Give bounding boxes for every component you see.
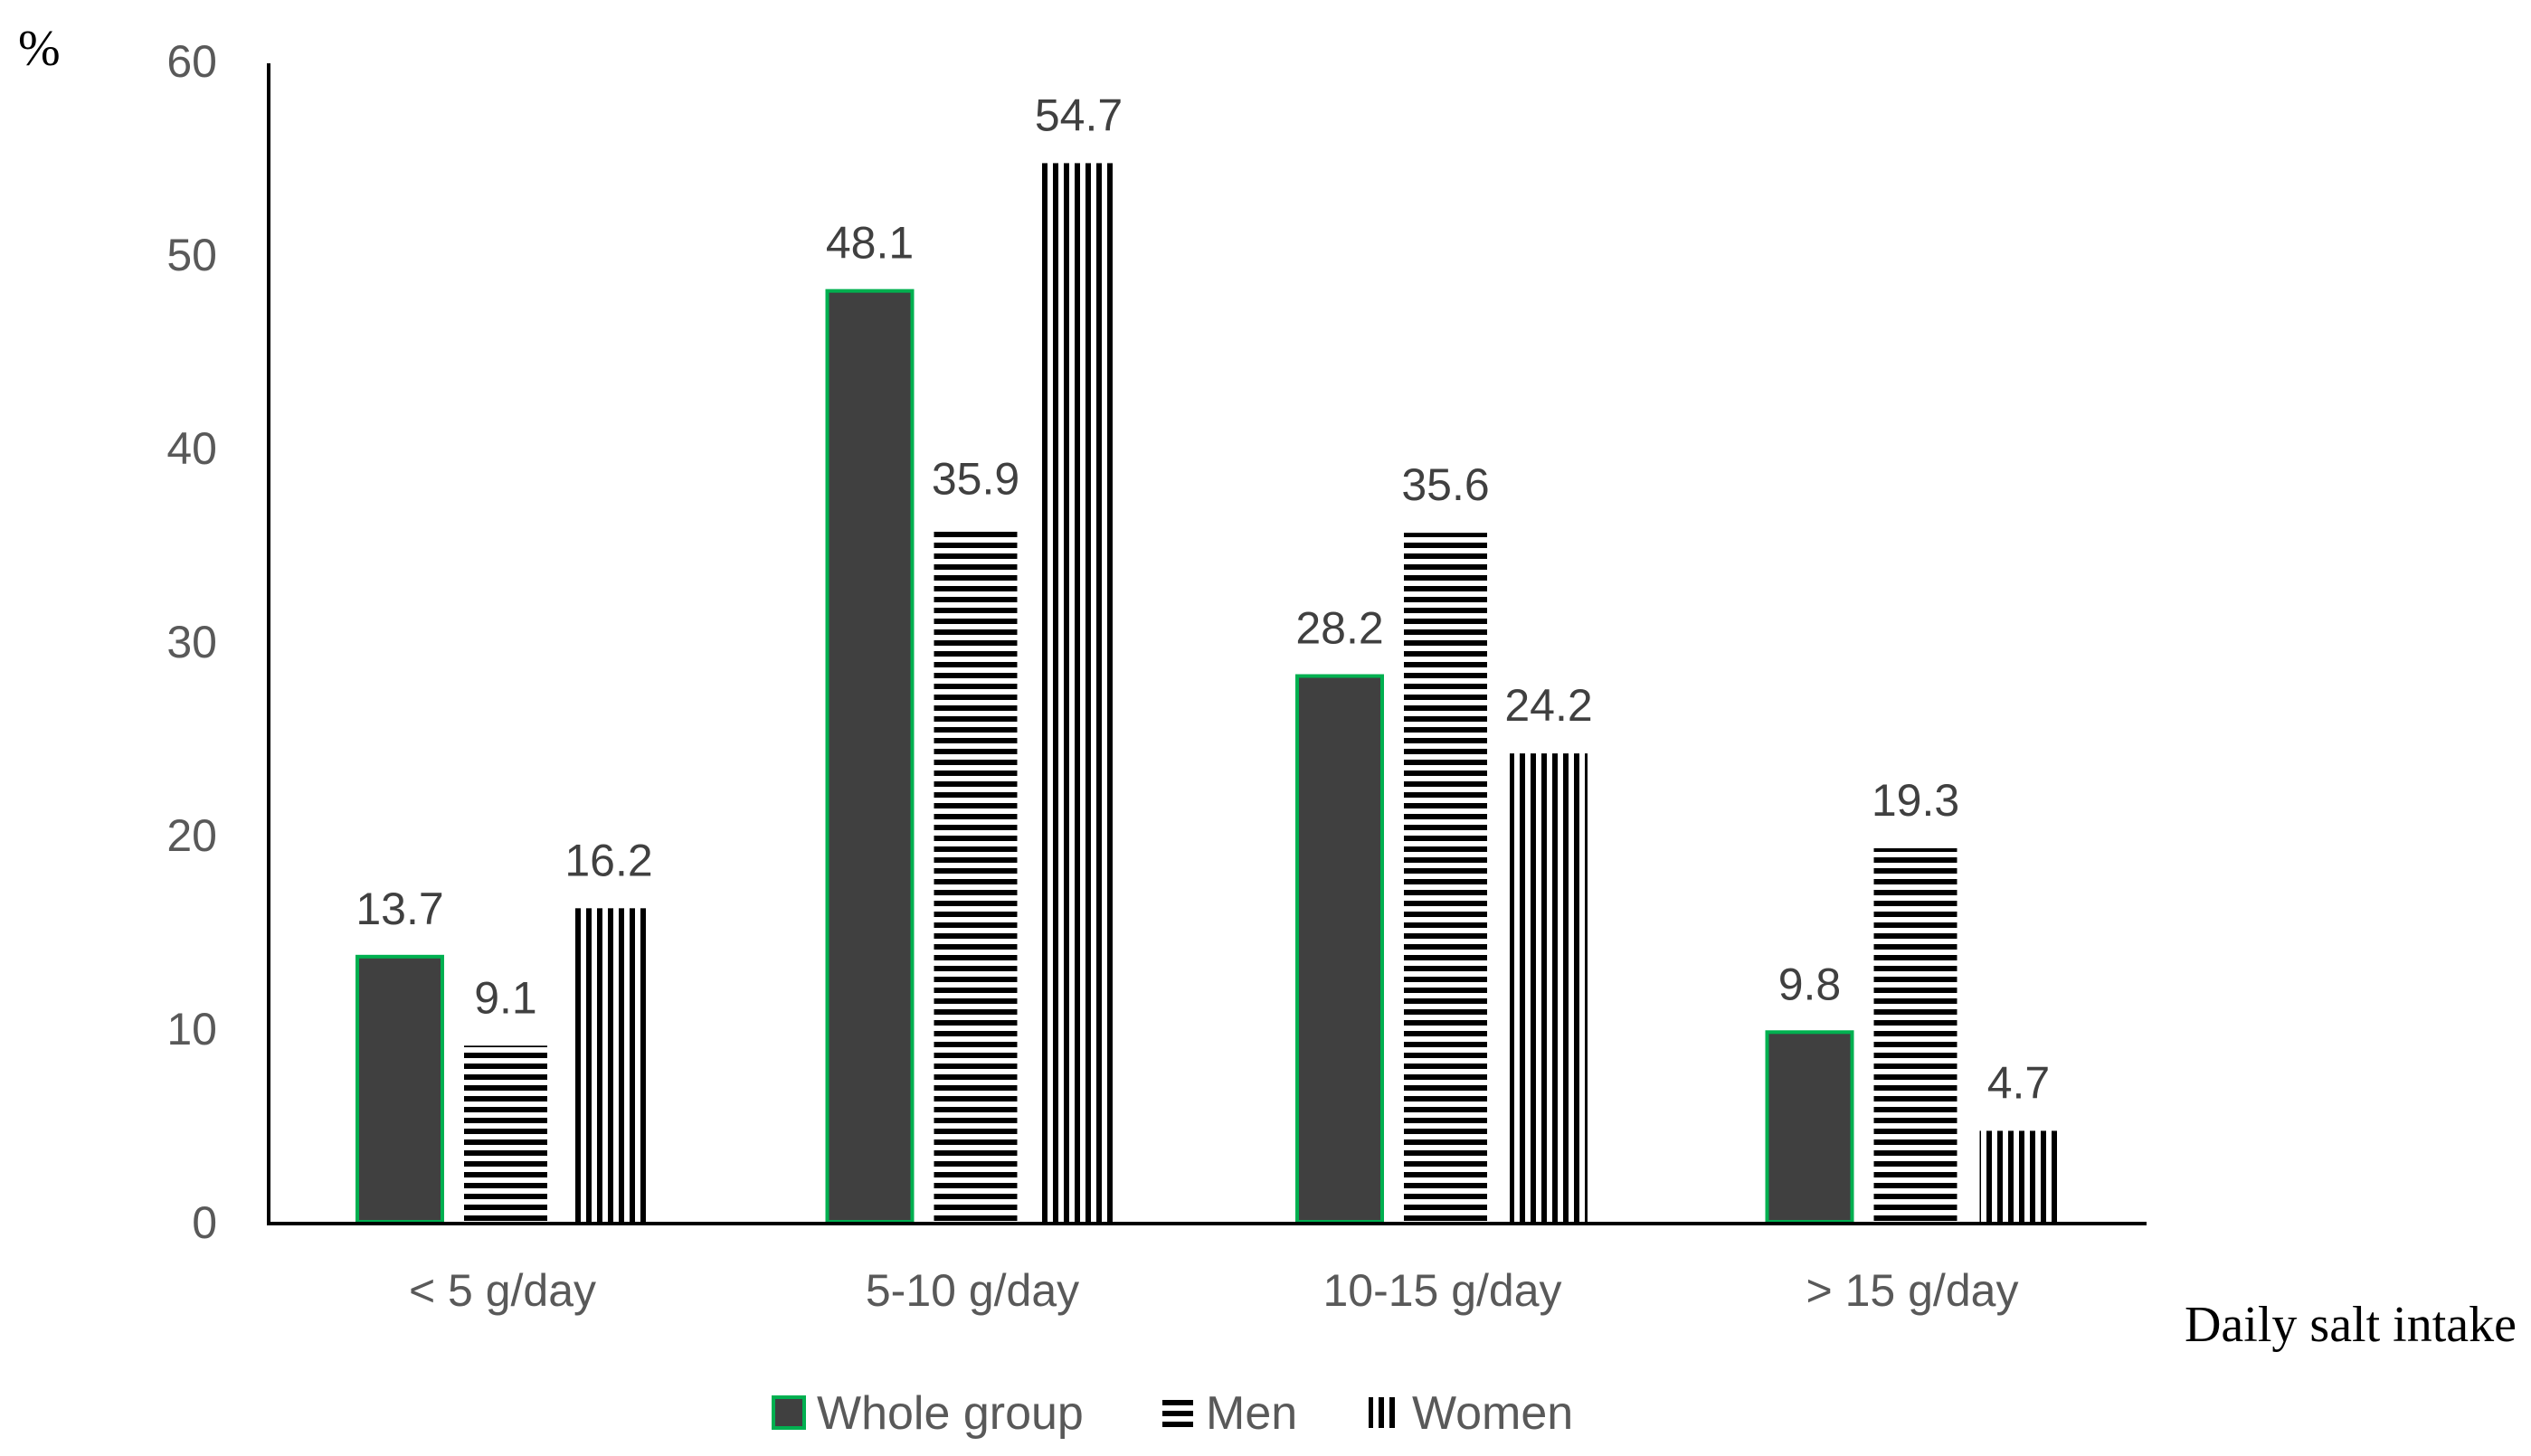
x-axis-label: Daily salt intake xyxy=(2185,1297,2517,1353)
data-label-women: 54.7 xyxy=(1035,90,1123,140)
x-category-label: 10-15 g/day xyxy=(1322,1265,1561,1316)
y-tick-label: 60 xyxy=(166,36,217,87)
x-axis-categories: < 5 g/day 5-10 g/day 10-15 g/day > 15 g/day xyxy=(409,1265,2019,1316)
legend-swatch-men xyxy=(1162,1397,1193,1428)
y-axis-ticks: 0 10 20 30 40 50 60 xyxy=(166,36,217,1248)
x-category-label: < 5 g/day xyxy=(409,1265,596,1316)
y-tick-label: 10 xyxy=(166,1004,217,1054)
bar-whole-group xyxy=(825,288,915,1224)
data-label-whole-group: 28.2 xyxy=(1295,603,1383,654)
bars-group xyxy=(355,163,2058,1224)
legend-swatch-women xyxy=(1369,1397,1399,1428)
bar-whole-group xyxy=(1295,674,1384,1224)
legend-label-men: Men xyxy=(1206,1387,1297,1440)
data-label-men: 35.9 xyxy=(932,454,1019,505)
data-labels-group: 13.7 9.1 16.2 48.1 35.9 54.7 28.2 35.6 24.2 9.8 19… xyxy=(355,90,2050,1108)
legend-swatch-whole-group xyxy=(772,1395,806,1430)
bar-men xyxy=(1404,533,1487,1222)
x-category-label: 5-10 g/day xyxy=(866,1265,1079,1316)
data-label-men: 19.3 xyxy=(1872,775,1959,826)
data-label-whole-group: 13.7 xyxy=(355,884,443,934)
x-category-label: > 15 g/day xyxy=(1806,1265,2019,1316)
data-label-women: 4.7 xyxy=(1987,1057,2051,1108)
y-axis-label: % xyxy=(18,21,61,77)
y-tick-label: 30 xyxy=(166,617,217,667)
bar-men xyxy=(1873,847,1957,1222)
data-label-whole-group: 48.1 xyxy=(826,218,914,269)
bar-whole-group xyxy=(355,954,444,1224)
y-tick-label: 20 xyxy=(166,810,217,861)
legend-label-women: Women xyxy=(1412,1387,1573,1440)
bar-men xyxy=(464,1045,547,1222)
y-tick-label: 0 xyxy=(192,1197,217,1248)
bar-men xyxy=(934,526,1018,1222)
data-label-men: 9.1 xyxy=(474,972,537,1023)
bar-women xyxy=(1510,753,1588,1222)
y-tick-label: 50 xyxy=(166,230,217,280)
data-label-men: 35.6 xyxy=(1401,459,1489,510)
legend: Whole group Men Women xyxy=(772,1387,1573,1440)
data-label-whole-group: 9.8 xyxy=(1778,959,1842,1009)
y-tick-label: 40 xyxy=(166,423,217,474)
data-label-women: 24.2 xyxy=(1504,680,1592,731)
bar-women xyxy=(1039,163,1118,1222)
legend-label-whole-group: Whole group xyxy=(817,1387,1084,1440)
data-label-women: 16.2 xyxy=(564,835,652,885)
bar-whole-group xyxy=(1765,1030,1854,1224)
bar-women xyxy=(570,908,648,1222)
bar-women xyxy=(1979,1130,2058,1222)
